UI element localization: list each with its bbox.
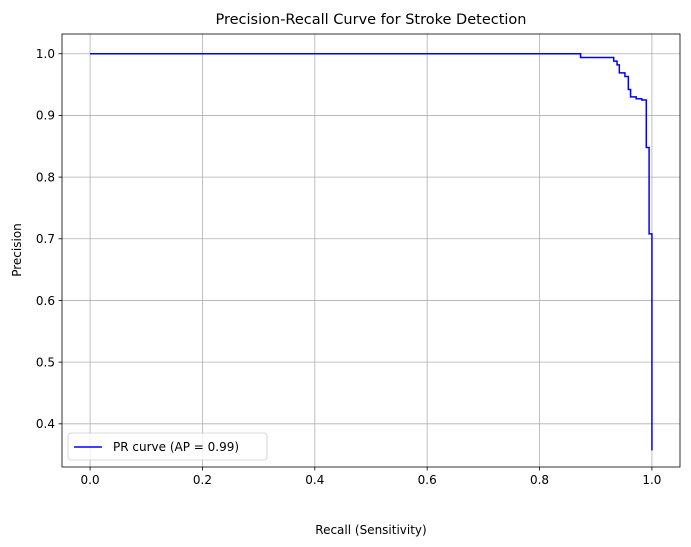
x-tick-label: 1.0 <box>642 473 661 487</box>
legend-label: PR curve (AP = 0.99) <box>113 440 239 454</box>
x-tick-label: 0.4 <box>305 473 324 487</box>
y-tick-label: 0.8 <box>36 170 55 184</box>
chart-title: Precision-Recall Curve for Stroke Detect… <box>216 12 527 28</box>
y-tick-label: 0.7 <box>36 232 55 246</box>
y-tick-label: 0.4 <box>36 417 55 431</box>
series-line <box>90 52 653 451</box>
y-tick-label: 0.9 <box>36 109 55 123</box>
plot-area: 0.0 0.2 0.4 0.6 0.8 1.0 0.4 0.5 0.6 0.7 0.8 0.9 1.0 P… <box>36 33 681 487</box>
legend-box <box>67 432 268 461</box>
y-tick-label: 1.0 <box>36 47 55 61</box>
x-axis-label: Recall (Sensitivity) <box>315 523 426 537</box>
x-tick-label: 0.0 <box>81 473 100 487</box>
y-tick-label: 0.5 <box>36 355 55 369</box>
legend: PR curve (AP = 0.99) <box>67 432 268 461</box>
x-tick-label: 0.8 <box>530 473 549 487</box>
axes-frame <box>61 33 681 468</box>
x-tick-label: 0.6 <box>418 473 437 487</box>
y-tick-label: 0.6 <box>36 294 55 308</box>
y-axis-label: Precision <box>10 223 24 277</box>
x-tick-label: 0.2 <box>193 473 212 487</box>
